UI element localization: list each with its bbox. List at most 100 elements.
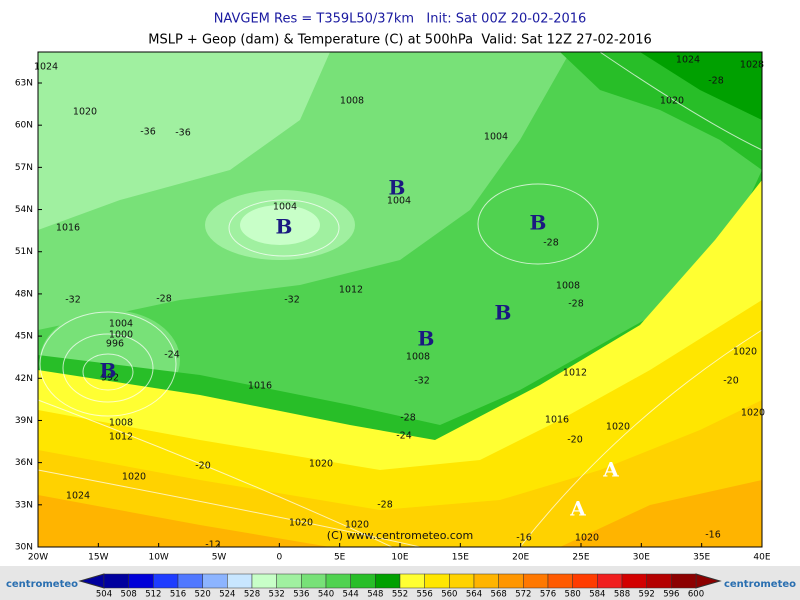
legend-swatch bbox=[251, 573, 277, 589]
pressure-center: B bbox=[100, 359, 117, 383]
legend-swatch bbox=[350, 573, 376, 589]
legend-level: 560 bbox=[441, 590, 457, 600]
lat-label: 39N bbox=[15, 416, 33, 426]
legend-swatch bbox=[375, 573, 401, 589]
lat-label: 36N bbox=[15, 458, 33, 468]
contour-label: 1024 bbox=[34, 62, 58, 73]
legend-swatch bbox=[399, 573, 425, 589]
lat-label: 51N bbox=[15, 247, 33, 257]
lon-label: 0 bbox=[276, 553, 282, 563]
legend-swatch bbox=[498, 573, 524, 589]
legend-level: 536 bbox=[293, 590, 309, 600]
contour-label: -28 bbox=[156, 294, 172, 305]
contour-label: 1000 bbox=[109, 330, 133, 341]
lon-label: 10E bbox=[391, 553, 408, 563]
contour-label: 1004 bbox=[387, 196, 411, 207]
legend-level: 528 bbox=[244, 590, 260, 600]
lon-label: 10W bbox=[148, 553, 168, 563]
legend-level: 548 bbox=[367, 590, 383, 600]
legend-level: 556 bbox=[417, 590, 433, 600]
logo: centrometeo bbox=[724, 579, 796, 590]
legend-swatch bbox=[547, 573, 573, 589]
contour-label: 1020 bbox=[73, 107, 97, 118]
legend-level: 524 bbox=[219, 590, 235, 600]
legend-level: 512 bbox=[145, 590, 161, 600]
lon-label: 20W bbox=[28, 553, 48, 563]
lon-label: 35E bbox=[693, 553, 710, 563]
contour-label: 1008 bbox=[406, 352, 430, 363]
lat-label: 30N bbox=[15, 543, 33, 553]
pressure-center: B bbox=[276, 215, 293, 239]
contour-label: -24 bbox=[164, 350, 180, 361]
contour-label: -20 bbox=[195, 461, 211, 472]
contour-label: -24 bbox=[396, 431, 412, 442]
contour-label: -28 bbox=[400, 413, 416, 424]
pressure-center: A bbox=[602, 458, 619, 482]
legend-level: 592 bbox=[639, 590, 655, 600]
legend-swatch bbox=[276, 573, 302, 589]
contour-label: 1008 bbox=[556, 281, 580, 292]
contour-label: 1004 bbox=[109, 319, 133, 330]
legend-swatch bbox=[202, 573, 228, 589]
contour-label: -32 bbox=[65, 295, 81, 306]
contour-label: -16 bbox=[705, 530, 721, 541]
copyright: (C) www.centrometeo.com bbox=[327, 529, 473, 542]
lon-label: 5E bbox=[334, 553, 346, 563]
legend-swatch bbox=[572, 573, 598, 589]
legend-level: 596 bbox=[663, 590, 679, 600]
contour-label: 1020 bbox=[289, 518, 313, 529]
lat-label: 42N bbox=[15, 374, 33, 384]
lon-label: 40E bbox=[753, 553, 770, 563]
legend-level: 564 bbox=[466, 590, 482, 600]
lat-label: 33N bbox=[15, 500, 33, 510]
legend-level: 520 bbox=[195, 590, 211, 600]
contour-label: 1004 bbox=[273, 202, 297, 213]
lon-label: 15E bbox=[452, 553, 469, 563]
legend-swatch bbox=[301, 573, 327, 589]
legend-swatch bbox=[227, 573, 253, 589]
legend-level: 588 bbox=[614, 590, 630, 600]
legend-swatch bbox=[128, 573, 154, 589]
subtitle: MSLP + Geop (dam) & Temperature (C) at 5… bbox=[148, 33, 652, 48]
legend-level: 600 bbox=[688, 590, 704, 600]
contour-label: 1024 bbox=[66, 491, 90, 502]
legend-level: 540 bbox=[318, 590, 334, 600]
contour-label: 1020 bbox=[606, 422, 630, 433]
lon-label: 25E bbox=[572, 553, 589, 563]
contour-label: -20 bbox=[567, 435, 583, 446]
legend-swatch bbox=[523, 573, 549, 589]
contour-label: -28 bbox=[708, 76, 724, 87]
contour-label: 992 bbox=[101, 373, 119, 384]
contour-label: -32 bbox=[414, 376, 430, 387]
pressure-center: B bbox=[418, 327, 435, 351]
legend-level: 516 bbox=[170, 590, 186, 600]
contour-label: -28 bbox=[568, 299, 584, 310]
contour-label: 996 bbox=[106, 339, 124, 350]
lon-label: 20E bbox=[512, 553, 529, 563]
contour-label: -28 bbox=[543, 238, 559, 249]
lat-label: 48N bbox=[15, 289, 33, 299]
legend-swatch bbox=[177, 573, 203, 589]
contour-label: 1004 bbox=[484, 132, 508, 143]
legend-swatch bbox=[646, 573, 672, 589]
legend-level: 552 bbox=[392, 590, 408, 600]
lat-label: 63N bbox=[15, 79, 33, 89]
contour-label: 1012 bbox=[339, 285, 363, 296]
lat-label: 57N bbox=[15, 163, 33, 173]
contour-label: -16 bbox=[516, 533, 532, 544]
legend-level: 532 bbox=[269, 590, 285, 600]
contour-label: 1020 bbox=[575, 533, 599, 544]
legend-swatch bbox=[597, 573, 623, 589]
lat-label: 60N bbox=[15, 121, 33, 131]
legend-swatch bbox=[103, 573, 129, 589]
lon-label: 5W bbox=[212, 553, 227, 563]
pressure-center: B bbox=[389, 176, 406, 200]
legend-swatch bbox=[325, 573, 351, 589]
lon-label: 15W bbox=[88, 553, 108, 563]
contour-label: -36 bbox=[140, 127, 156, 138]
lat-label: 54N bbox=[15, 205, 33, 215]
legend-swatch bbox=[621, 573, 647, 589]
contour-label: 1008 bbox=[340, 96, 364, 107]
